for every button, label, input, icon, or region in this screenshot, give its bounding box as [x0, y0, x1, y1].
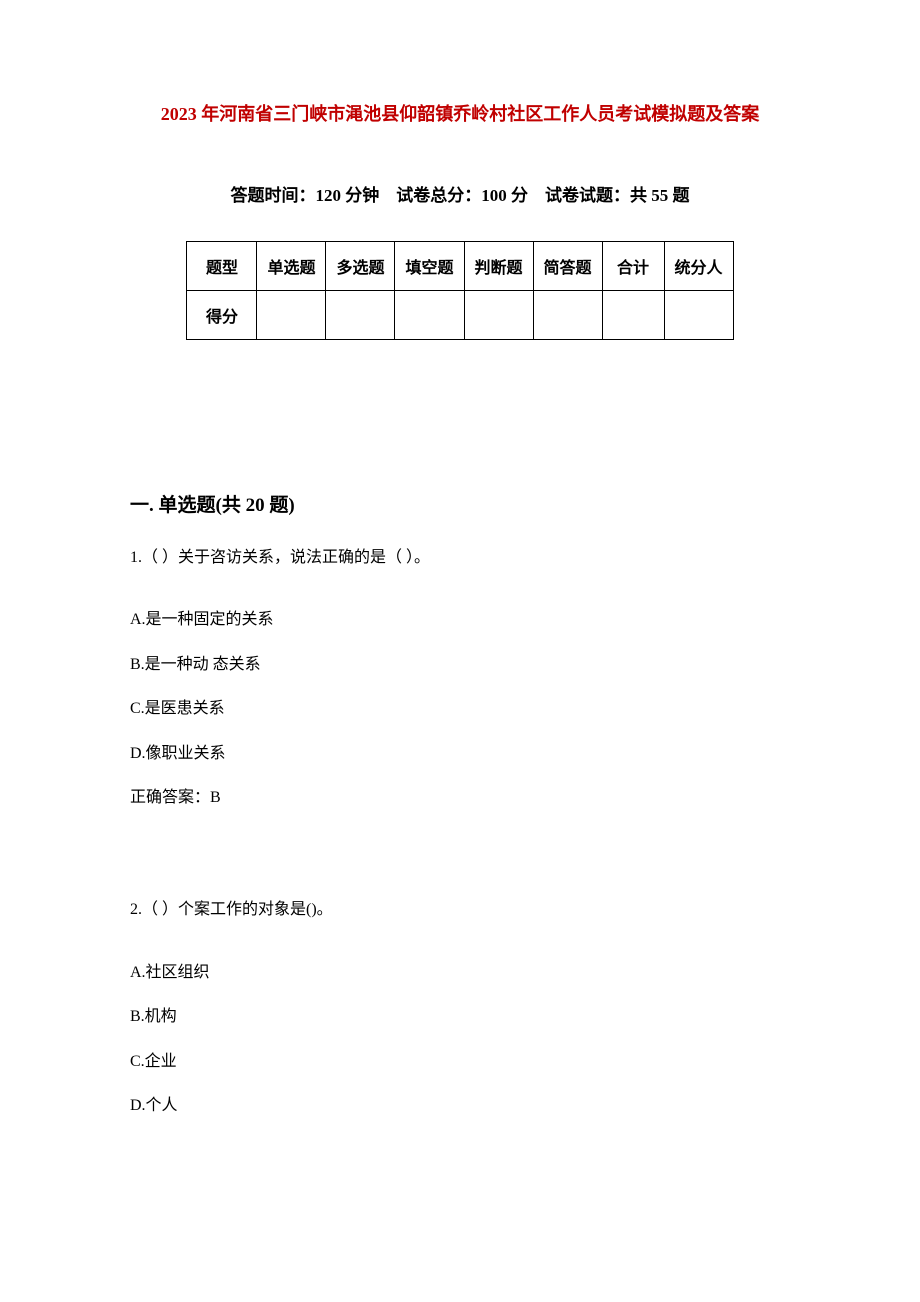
score-cell — [395, 291, 464, 340]
question-1-block: 1.（ ）关于咨访关系，说法正确的是（ ）。 A.是一种固定的关系 B.是一种动… — [130, 547, 790, 809]
score-cell — [464, 291, 533, 340]
score-table: 题型 单选题 多选题 填空题 判断题 简答题 合计 统分人 得分 — [186, 241, 733, 340]
section-title: 一. 单选题(共 20 题) — [130, 490, 790, 517]
score-cell — [326, 291, 395, 340]
exam-info: 答题时间：120 分钟 试卷总分：100 分 试卷试题：共 55 题 — [130, 181, 790, 206]
correct-answer: 正确答案：B — [130, 787, 790, 809]
header-cell: 判断题 — [464, 242, 533, 291]
header-cell: 统分人 — [664, 242, 733, 291]
option-d: D.个人 — [130, 1095, 790, 1117]
header-cell: 题型 — [187, 242, 257, 291]
option-a: A.是一种固定的关系 — [130, 609, 790, 631]
score-cell — [257, 291, 326, 340]
header-cell: 合计 — [602, 242, 664, 291]
option-c: C.企业 — [130, 1051, 790, 1073]
score-cell — [602, 291, 664, 340]
option-a: A.社区组织 — [130, 962, 790, 984]
header-cell: 填空题 — [395, 242, 464, 291]
question-text: 2.（ ）个案工作的对象是()。 — [130, 899, 790, 921]
question-text: 1.（ ）关于咨访关系，说法正确的是（ ）。 — [130, 547, 790, 569]
option-b: B.机构 — [130, 1006, 790, 1028]
score-label-cell: 得分 — [187, 291, 257, 340]
document-title: 2023 年河南省三门峡市渑池县仰韶镇乔岭村社区工作人员考试模拟题及答案 — [130, 100, 790, 126]
option-c: C.是医患关系 — [130, 698, 790, 720]
header-cell: 单选题 — [257, 242, 326, 291]
header-cell: 简答题 — [533, 242, 602, 291]
score-cell — [533, 291, 602, 340]
question-2-block: 2.（ ）个案工作的对象是()。 A.社区组织 B.机构 C.企业 D.个人 — [130, 899, 790, 1117]
header-cell: 多选题 — [326, 242, 395, 291]
table-header-row: 题型 单选题 多选题 填空题 判断题 简答题 合计 统分人 — [187, 242, 733, 291]
table-score-row: 得分 — [187, 291, 733, 340]
option-d: D.像职业关系 — [130, 743, 790, 765]
score-cell — [664, 291, 733, 340]
option-b: B.是一种动 态关系 — [130, 654, 790, 676]
